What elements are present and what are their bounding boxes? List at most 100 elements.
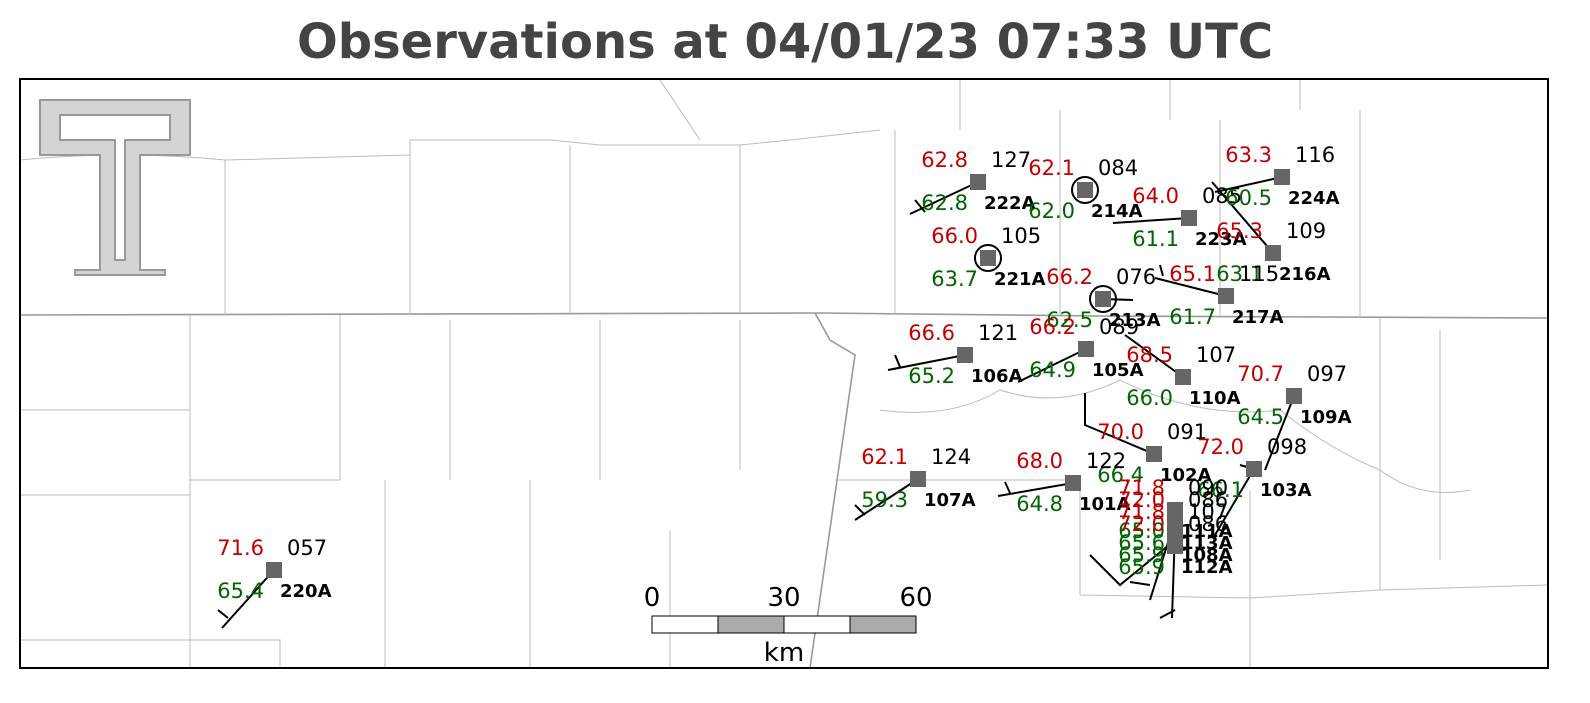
station-id: 110A [1189,388,1241,409]
dewpoint: 65.0 [1118,519,1165,543]
temperature: 72.0 [1118,512,1165,536]
logo [39,99,191,276]
dewpoint: 61.1 [1132,227,1179,251]
temperature: 72.0 [1197,435,1244,459]
station-id: 111A [1181,521,1233,542]
pressure: 090 [1188,476,1228,500]
dewpoint: 66.1 [1197,478,1244,502]
dewpoint: 63.1 [1216,262,1263,286]
station-marker [957,347,973,363]
station-marker [1175,369,1191,385]
dewpoint: 65.4 [217,579,264,603]
station-marker [1274,169,1290,185]
station-id: 223A [1195,229,1247,250]
dewpoint: 61.7 [1169,305,1216,329]
pressure: 107 [1196,343,1236,367]
dewpoint: 60.5 [1225,186,1272,210]
station-marker [1286,388,1302,404]
temperature: 68.0 [1016,449,1063,473]
dewpoint: 65.6 [1118,531,1165,555]
dewpoint: 59.3 [861,488,908,512]
station-marker [970,174,986,190]
station-id: 107A [924,490,976,511]
dewpoint: 65.9 [1118,555,1165,579]
scale-bar: 0 30 60 km [644,583,933,668]
station-id: 108A [1181,545,1233,566]
pressure: 121 [978,321,1018,345]
pressure: 089 [1099,315,1139,339]
pressure: 122 [1086,449,1126,473]
scale-label: 30 [767,583,800,613]
temperature: 66.2 [1046,265,1093,289]
station-marker [1146,446,1162,462]
temperature: 66.6 [908,321,955,345]
pressure: 127 [991,148,1031,172]
temperature: 71.6 [217,536,264,560]
station-id: 216A [1279,264,1331,285]
pressure: 086 [1188,512,1228,536]
temperature: 62.8 [921,148,968,172]
dewpoint: 65.9 [1118,543,1165,567]
station-id: 213A [1109,310,1161,331]
dewpoint: 63.7 [931,267,978,291]
station-id: 105A [1092,360,1144,381]
station-ring [974,244,1002,272]
station-marker [266,562,282,578]
temperature: 66.0 [931,224,978,248]
temperature: 71.8 [1118,500,1165,524]
dewpoint: 64.8 [1016,492,1063,516]
station-id: 217A [1232,307,1284,328]
station-id: 113A [1181,533,1233,554]
scale-label: 60 [899,583,932,613]
station-id: 102A [1160,465,1212,486]
dewpoint: 62.8 [921,191,968,215]
basemap [19,79,1549,669]
station-id: 214A [1091,201,1143,222]
station-marker [1265,245,1281,261]
pressure: 097 [1307,362,1347,386]
station-marker [1218,288,1234,304]
station-marker [910,471,926,487]
pressure: 098 [1267,435,1307,459]
pressure: 124 [931,445,971,469]
station-id: 220A [280,581,332,602]
temperature: 62.1 [861,445,908,469]
station-marker [1167,538,1183,554]
temperature: 72.0 [1118,488,1165,512]
pressure: 109 [1286,219,1326,243]
station-id: 222A [984,193,1036,214]
temperature: 70.0 [1097,420,1144,444]
station-marker [1065,475,1081,491]
dewpoint: 66.0 [1126,386,1173,410]
scale-label: 0 [644,583,661,613]
station-id: 106A [971,366,1023,387]
station-id: 109A [1300,407,1352,428]
temperature: 62.1 [1028,156,1075,180]
station-ring [1071,176,1099,204]
scale-unit: km [764,638,804,668]
station-id: 103A [1260,480,1312,501]
temperature: 71.8 [1118,476,1165,500]
station-marker [1181,210,1197,226]
pressure: 116 [1295,143,1335,167]
station-marker [1246,461,1262,477]
temperature: 68.5 [1126,343,1173,367]
station-id: 112A [1181,557,1233,578]
station-ring [1089,285,1117,313]
station-id: 221A [994,269,1046,290]
temperature: 63.3 [1225,143,1272,167]
pressure: 115 [1239,262,1279,286]
station-marker [980,250,996,266]
temperature: 65.1 [1169,262,1216,286]
pressure: 085 [1202,184,1242,208]
dewpoint: 64.5 [1237,405,1284,429]
pressure: 107 [1188,500,1228,524]
dewpoint: 65.2 [908,364,955,388]
station-id: 101A [1079,494,1131,515]
map-frame [19,78,1549,669]
temperature: 65.3 [1216,219,1263,243]
station-id: 224A [1288,188,1340,209]
dewpoint: 62.0 [1028,199,1075,223]
